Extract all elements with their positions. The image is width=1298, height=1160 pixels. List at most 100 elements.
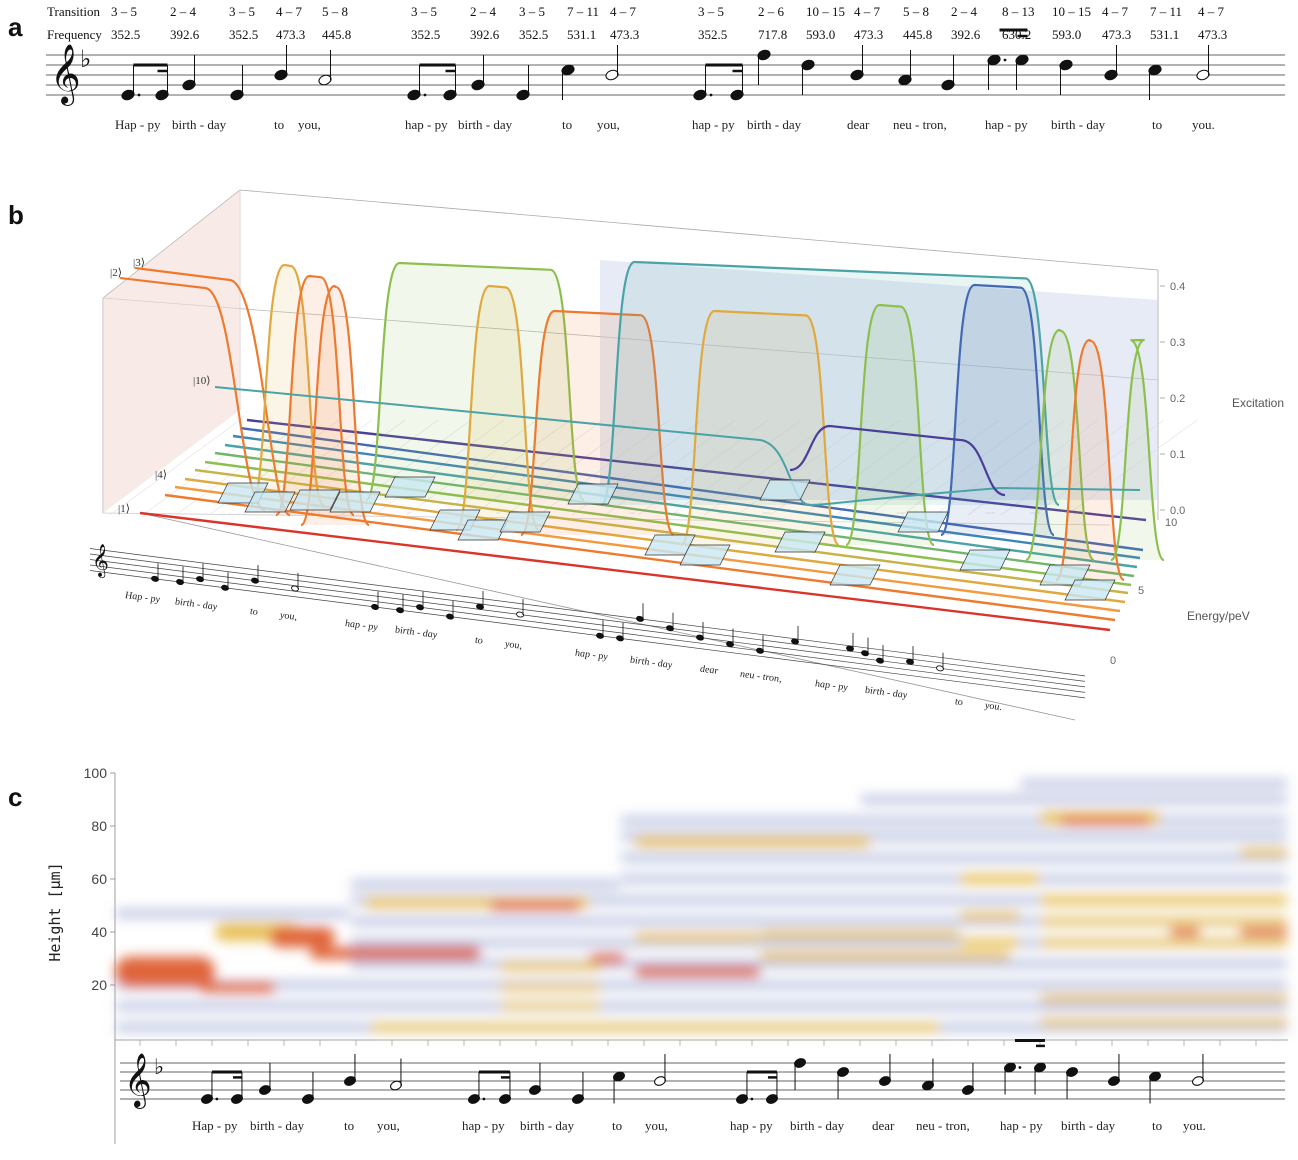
transition-cell: 2 – 4 [951,4,977,19]
lyric-word: hap - py [575,648,608,663]
lyric-word: neu - tron, [740,669,782,685]
excitation-curve [274,274,356,517]
y-tick-label: 10 [1165,517,1177,529]
y-tick-label: 0 [1110,655,1116,667]
frequency-cell: 473.3 [854,27,884,42]
excitation-curve [599,260,1061,507]
transition-cell: 10 – 15 [1052,4,1091,19]
transition-cell: 4 – 7 [1102,4,1128,19]
flat-icon: ♭ [154,1055,164,1079]
transition-cell: 2 – 4 [170,4,196,19]
lyric-word: neu - tron, [893,117,947,132]
lyric-word: you, [645,1118,668,1133]
y-tick-label: 60 [91,871,107,887]
lyric-word: birth - day [630,655,673,671]
treble-clef-icon: 𝄞 [92,543,109,579]
lyric-word: birth - day [1051,117,1106,132]
lyric-word: hap - py [692,117,735,132]
z-tick-label: 0.4 [1170,281,1185,293]
transition-cell: 3 – 5 [698,4,724,19]
transition-cell: 7 – 11 [1150,4,1183,19]
lyric-word: to [612,1118,622,1133]
excitation-curve [844,303,936,547]
transition-cell: 5 – 8 [903,4,929,19]
panel-c-label: c [8,782,23,812]
lyric-word: hap - py [985,117,1028,132]
lyric-word: Hap - py [192,1118,238,1133]
lyric-word: hap - py [345,618,378,633]
flat-icon: ♭ [80,47,91,73]
lyric-word: birth - day [865,685,908,701]
lyric-word: hap - py [462,1118,505,1133]
frequency-cell: 445.8 [903,27,933,42]
lyric-word: to [344,1118,354,1133]
lyric-word: to [1152,1118,1162,1133]
lyric-word: you. [1192,117,1215,132]
lyric-word: birth - day [747,117,802,132]
transition-cell: 4 – 7 [276,4,302,19]
lyric-word: you. [1183,1118,1206,1133]
y-tick-label: 40 [91,924,107,940]
frequency-cell: 593.0 [806,27,836,42]
lyric-word: you, [279,610,297,623]
transition-cell: 3 – 5 [229,4,255,19]
transition-cell: 2 – 6 [758,4,784,19]
lyric-word: dear [700,664,718,677]
lyric-word: you. [984,700,1002,713]
z-tick-label: 0.1 [1170,449,1185,461]
lyric-word: to [955,696,963,708]
excitation-curve [364,261,586,502]
y-tick-label: 20 [91,977,107,993]
frequency-cell: 352.5 [698,27,728,42]
frequency-cell: 352.5 [519,27,549,42]
lyric-word: hap - py [1000,1118,1043,1133]
y-axis-label: Height [μm] [46,862,64,961]
frequency-cell: 473.3 [276,27,306,42]
frequency-cell: 392.6 [470,27,500,42]
lyric-word: you, [504,639,522,652]
frequency-cell: 445.8 [322,27,352,42]
transition-cell: 3 – 5 [411,4,437,19]
lyric-word: you, [377,1118,400,1133]
lyric-word: Hap - py [115,117,161,132]
lyric-word: to [562,117,572,132]
lyric-word: birth - day [1061,1118,1116,1133]
transition-cell: 3 – 5 [519,4,545,19]
lyric-word: to [475,635,483,647]
excitation-curve [939,283,1056,537]
y-tick-label: 100 [84,765,108,781]
frequency-cell: 473.3 [1198,27,1228,42]
energy-level-line [194,468,1129,595]
lyric-word: birth - day [172,117,227,132]
excitation-curve [1109,338,1166,562]
y-tick-label: 80 [91,818,107,834]
z-tick-label: 0.2 [1170,393,1185,405]
excitation-curve [679,309,841,547]
frequency-cell: 392.6 [170,27,200,42]
lyric-word: birth - day [790,1118,845,1133]
transition-row-label: Transition [47,4,100,19]
lyric-word: dear [847,117,870,132]
frequency-cell: 352.5 [411,27,441,42]
frequency-cell: 531.1 [567,27,597,42]
excitation-curve [454,284,541,532]
energy-level-line [232,434,1141,560]
z-tick-label: 0.0 [1170,505,1185,517]
lyric-word: birth - day [395,625,438,641]
lyric-word: dear [872,1118,895,1133]
lyric-word: hap - py [815,678,848,693]
transition-cell: 10 – 15 [806,4,845,19]
energy-level-line [164,493,1116,622]
transition-cell: 4 – 7 [1198,4,1224,19]
transition-cell: 3 – 5 [111,4,137,19]
frequency-cell: 352.5 [229,27,259,42]
frequency-cell: 593.0 [1052,27,1082,42]
lyric-word: hap - py [730,1118,773,1133]
y-axis-label: Energy/peV [1187,609,1250,623]
frequency-cell: 473.3 [1102,27,1132,42]
lyric-word: you, [298,117,321,132]
excitation-curve [519,309,676,537]
excitation-curve [1054,338,1126,582]
z-axis-label: Excitation [1232,396,1284,410]
lyric-word: birth - day [458,117,513,132]
